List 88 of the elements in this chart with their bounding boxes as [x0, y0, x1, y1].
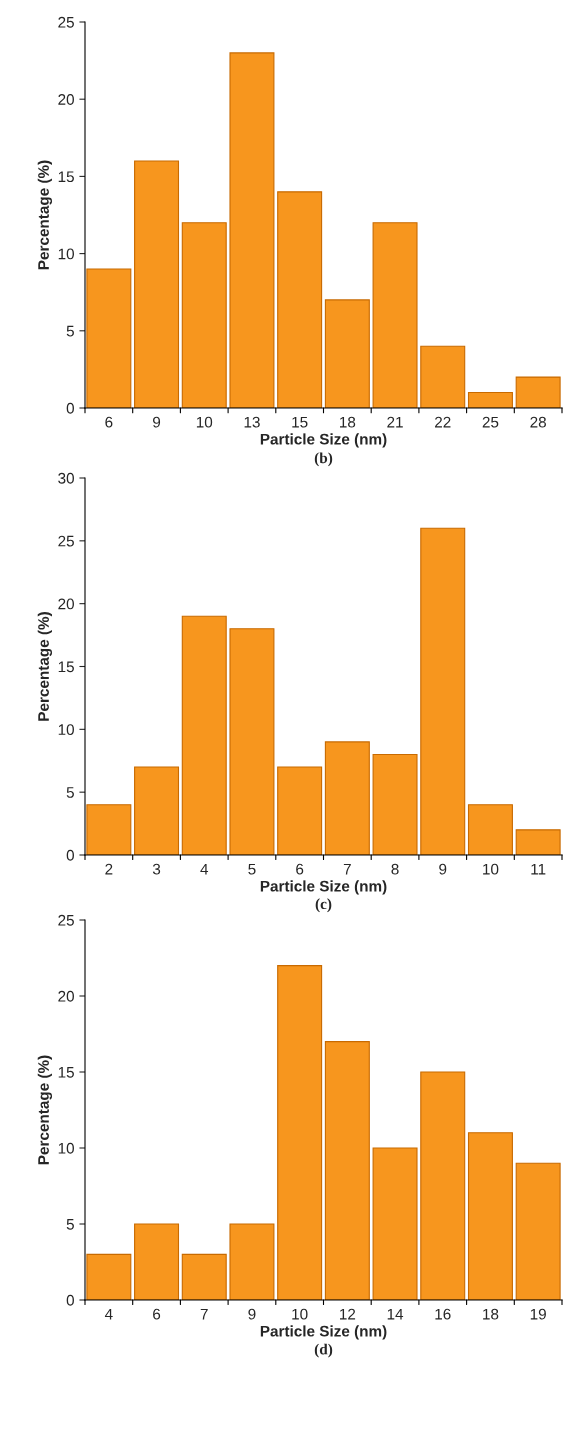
x-tick-label: 6: [296, 863, 304, 875]
x-tick-label: 2: [105, 863, 113, 875]
x-tick-label: 3: [152, 863, 161, 875]
y-axis-title: Percentage (%): [37, 612, 53, 721]
y-tick-label: 25: [58, 535, 74, 547]
x-tick-label: 12: [340, 1308, 356, 1320]
bar: [86, 268, 132, 408]
x-tick-label: 8: [391, 863, 399, 875]
x-tick-label: 10: [196, 416, 213, 428]
bar: [515, 376, 561, 408]
x-tick-label: 25: [482, 416, 499, 428]
bar: [86, 804, 132, 855]
x-tick-label: 14: [387, 1308, 404, 1320]
bar: [372, 753, 418, 855]
x-tick-label: 18: [483, 1308, 499, 1320]
bar: [134, 1223, 180, 1300]
y-tick-label: 10: [58, 724, 74, 736]
x-tick-label: 9: [439, 863, 447, 875]
x-axis-title: Particle Size (nm): [260, 880, 387, 895]
y-tick-label: 0: [66, 1294, 74, 1306]
x-axis-title: Particle Size (nm): [260, 1325, 387, 1340]
x-tick-label: 19: [530, 1308, 546, 1320]
x-tick-label: 4: [104, 1308, 113, 1320]
y-tick-label: 25: [58, 914, 74, 926]
x-tick-label: 6: [105, 416, 113, 428]
x-tick-label: 22: [435, 416, 451, 428]
y-tick-label: 15: [58, 171, 74, 183]
x-tick-label: 11: [531, 863, 546, 875]
bar: [277, 191, 323, 408]
bar: [467, 392, 513, 408]
bar: [420, 345, 466, 408]
y-tick-label: 10: [58, 1142, 74, 1154]
bar: [229, 52, 275, 408]
bar: [134, 766, 180, 855]
x-tick-label: 9: [153, 416, 161, 428]
text: (b): [314, 452, 333, 467]
x-tick-label: 28: [530, 416, 546, 428]
y-tick-label: 5: [66, 325, 74, 337]
bar: [229, 628, 275, 855]
y-tick-label: 10: [58, 248, 74, 260]
y-tick-label: 25: [58, 16, 74, 28]
x-tick-label: 18: [340, 416, 356, 428]
bar: [515, 829, 561, 855]
bar: [277, 766, 323, 855]
text: (d): [314, 1343, 333, 1358]
y-tick-label: 20: [58, 598, 74, 610]
x-tick-label: 13: [244, 416, 260, 428]
bar: [467, 1132, 513, 1300]
x-tick-label: 5: [248, 863, 256, 875]
bar: [324, 741, 370, 855]
bar: [181, 222, 227, 408]
y-tick-label: 5: [66, 787, 74, 798]
y-tick-label: 20: [58, 990, 74, 1002]
bar: [86, 1253, 132, 1300]
x-tick-label: 7: [200, 1308, 208, 1320]
y-axis-title: Percentage (%): [37, 1055, 53, 1165]
y-tick-label: 5: [66, 1219, 74, 1230]
bar: [181, 615, 227, 855]
bar: [467, 804, 513, 855]
x-tick-label: 6: [153, 1308, 161, 1320]
bar: [324, 299, 370, 408]
x-tick-label: 7: [343, 863, 351, 875]
bar: [277, 965, 323, 1300]
bar: [181, 1253, 227, 1300]
y-tick-label: 0: [66, 849, 74, 861]
text: (c): [315, 898, 332, 913]
x-tick-label: 9: [248, 1308, 256, 1320]
x-tick-label: 10: [483, 863, 499, 875]
y-tick-label: 0: [66, 402, 74, 414]
y-tick-label: 15: [58, 1067, 74, 1078]
x-tick-label: 21: [387, 416, 403, 428]
y-tick-label: 30: [58, 472, 74, 484]
x-tick-label: 16: [435, 1308, 451, 1320]
y-axis-title: Percentage (%): [37, 160, 53, 270]
bar: [420, 1071, 466, 1300]
y-tick-label: 15: [58, 661, 74, 673]
bar: [515, 1162, 561, 1300]
bar: [324, 1041, 370, 1300]
x-tick-label: 10: [292, 1308, 308, 1320]
bar: [372, 1147, 418, 1300]
y-tick-label: 20: [58, 94, 74, 105]
bar: [134, 160, 180, 408]
bar: [420, 527, 466, 855]
x-tick-label: 15: [292, 416, 308, 428]
bar: [229, 1223, 275, 1300]
bar: [372, 222, 418, 408]
x-tick-label: 4: [200, 863, 209, 875]
x-axis-title: Particle Size (nm): [260, 433, 387, 448]
